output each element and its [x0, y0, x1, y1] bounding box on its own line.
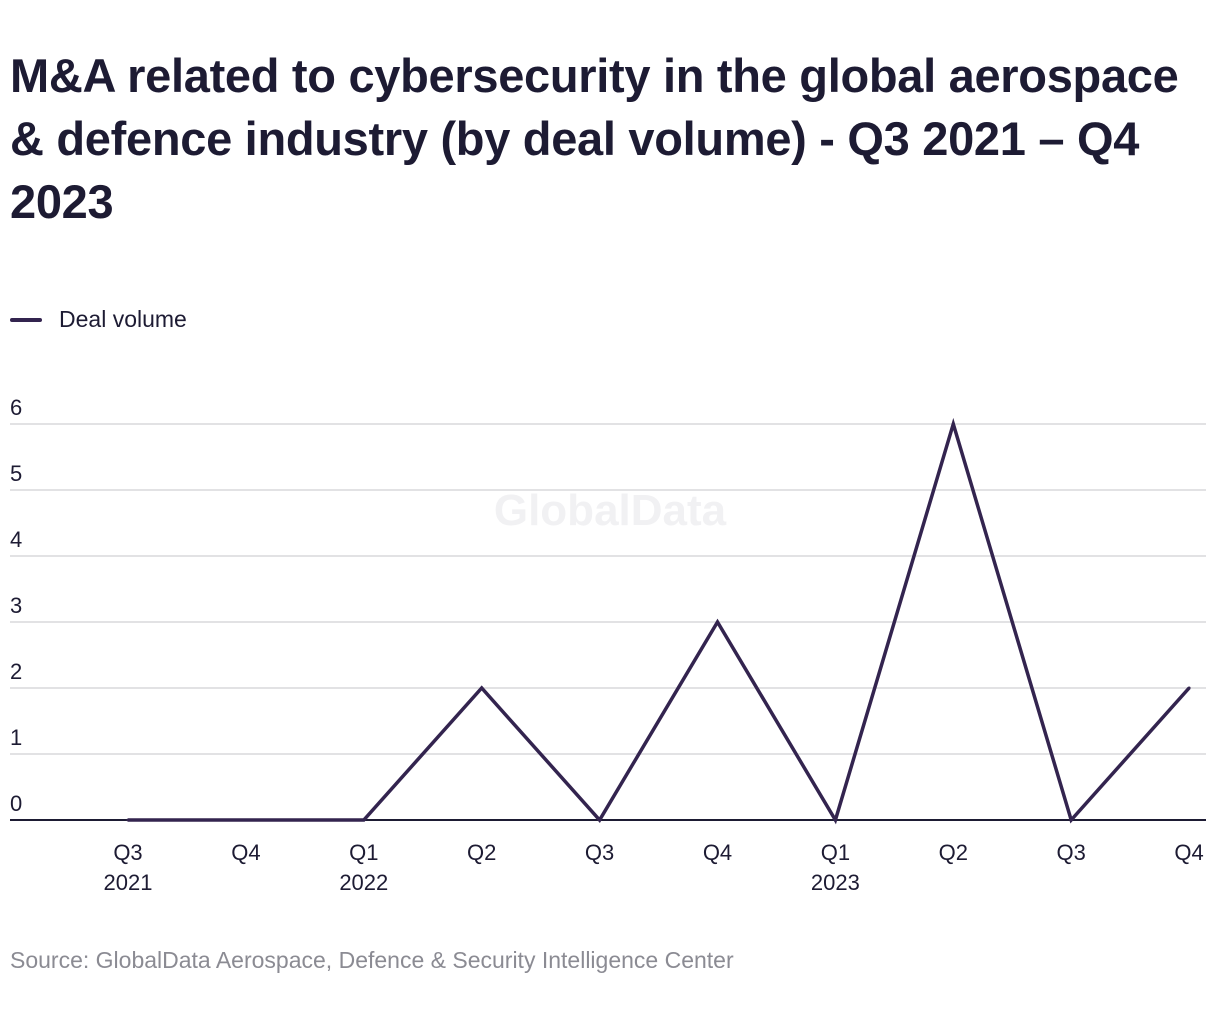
x-year-label: 2021 — [104, 870, 153, 895]
x-tick-label: Q2 — [939, 840, 968, 865]
y-tick-label: 0 — [10, 791, 22, 816]
data-point — [598, 818, 602, 822]
legend: Deal volume — [10, 306, 187, 333]
x-tick-label: Q4 — [231, 840, 260, 865]
y-tick-label: 6 — [10, 395, 22, 420]
x-tick-labels: Q3 2021 Q4 Q1 2022 Q2 Q3 Q4 Q1 2023 Q2 Q3 Q4 — [104, 840, 1204, 895]
watermark-text: GlobalData — [494, 486, 727, 535]
y-tick-label: 3 — [10, 593, 22, 618]
x-tick-label: Q4 — [1174, 840, 1203, 865]
y-tick-label: 1 — [10, 725, 22, 750]
x-tick-label: Q2 — [467, 840, 496, 865]
data-point — [362, 818, 366, 822]
x-tick-label: Q1 — [821, 840, 850, 865]
x-tick-label: Q3 — [1057, 840, 1086, 865]
data-point — [833, 818, 837, 822]
series-layer — [126, 417, 1191, 825]
x-tick-label: Q3 — [113, 840, 142, 865]
legend-swatch — [10, 317, 42, 322]
legend-label: Deal volume — [59, 306, 187, 332]
y-tick-label: 5 — [10, 461, 22, 486]
x-year-label: 2023 — [811, 870, 860, 895]
data-point — [126, 818, 130, 822]
y-tick-label: 4 — [10, 527, 22, 552]
data-point — [244, 818, 248, 822]
gridlines — [10, 423, 1206, 821]
x-tick-label: Q4 — [703, 840, 732, 865]
source-note: Source: GlobalData Aerospace, Defence & … — [10, 947, 734, 973]
data-point — [716, 620, 719, 624]
data-point — [1069, 818, 1073, 822]
watermark-layer: GlobalData — [494, 486, 727, 535]
data-point — [480, 686, 484, 690]
x-year-label: 2022 — [339, 870, 388, 895]
x-tick-label: Q3 — [585, 840, 614, 865]
x-tick-label: Q1 — [349, 840, 378, 865]
series-line-deal-volume — [128, 417, 1191, 825]
data-point — [951, 422, 955, 426]
chart-title: M&A related to cybersecurity in the glob… — [10, 49, 1179, 228]
data-point — [1187, 686, 1191, 690]
y-tick-labels: 0 1 2 3 4 5 6 — [10, 395, 22, 816]
y-tick-label: 2 — [10, 659, 22, 684]
